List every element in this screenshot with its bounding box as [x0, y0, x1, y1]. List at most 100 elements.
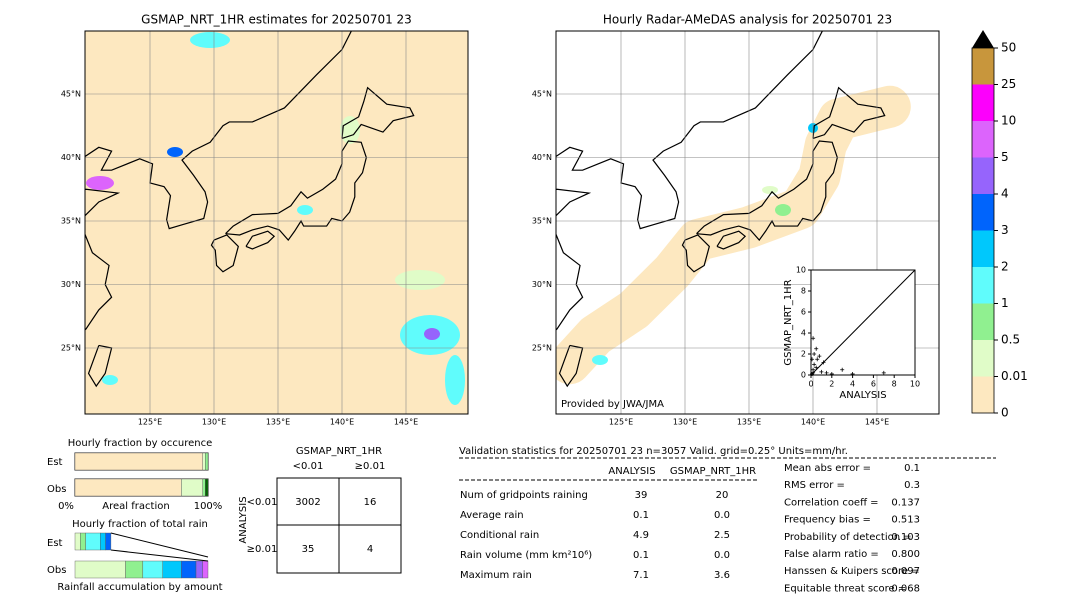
- stat-value: 0.0: [714, 510, 730, 521]
- score-value: 0.068: [891, 583, 920, 594]
- scatter-point: [850, 371, 855, 376]
- colorbar-segment: [972, 230, 994, 267]
- rain-area: [167, 147, 183, 157]
- fraction-segment: [202, 478, 206, 497]
- fraction-segment: [142, 560, 163, 579]
- coastline: [812, 86, 886, 140]
- fraction-segment: [80, 532, 86, 551]
- stat-value: 0.1: [633, 550, 649, 561]
- fraction-segment: [125, 560, 144, 579]
- coastline: [87, 344, 113, 388]
- fraction-segment: [74, 478, 182, 497]
- row-label: Obs: [47, 484, 66, 495]
- chart-title: Hourly fraction by occurence: [68, 438, 212, 449]
- fraction-segment: [202, 560, 209, 579]
- map-credit: Provided by JWA/JMA: [561, 399, 664, 410]
- rain-area: [86, 176, 114, 190]
- lat-label: 25°N: [61, 344, 81, 353]
- colorbar-segment: [972, 84, 994, 121]
- table-cell: 4: [367, 544, 373, 555]
- table-cell: 3002: [295, 497, 320, 508]
- colorbar-segment: [972, 376, 994, 413]
- rain-area: [762, 186, 778, 194]
- stat-label: Rain volume (mm km²10⁶): [460, 550, 592, 561]
- row-label: Est: [47, 538, 63, 549]
- lon-label: 140°E: [330, 418, 354, 427]
- scatter-point: [812, 362, 817, 367]
- scatter-point: [821, 360, 826, 365]
- colorbar-label: 25: [1001, 77, 1016, 91]
- colorbar-label: 2: [1001, 260, 1009, 274]
- scatter-point: [811, 370, 816, 375]
- score-value: 0.103: [891, 532, 920, 543]
- fraction-segment: [100, 532, 106, 551]
- row-label: Obs: [47, 565, 66, 576]
- lat-label: 40°N: [61, 153, 81, 162]
- fraction-segment: [105, 532, 112, 551]
- coastline: [556, 31, 824, 230]
- connector: [110, 549, 209, 562]
- scatter-point: [881, 370, 886, 375]
- coastline: [696, 140, 838, 242]
- colorbar-segment: [972, 194, 994, 231]
- lon-label: 135°E: [737, 418, 761, 427]
- fraction-segment: [205, 478, 209, 497]
- coastline: [225, 140, 367, 242]
- scatter-point: [817, 354, 822, 359]
- map-frame: [84, 30, 469, 415]
- stat-label: Average rain: [460, 510, 524, 521]
- scatter-point: [812, 352, 817, 356]
- colorbar-label: 50: [1001, 41, 1016, 55]
- x-axis-label: ANALYSIS: [839, 390, 886, 401]
- stat-value: 3.6: [714, 570, 730, 581]
- score-label: Frequency bias =: [784, 515, 871, 526]
- rain-area: [445, 355, 465, 405]
- validation-header: Validation statistics for 20250701 23 n=…: [459, 446, 848, 457]
- lat-label: 25°N: [532, 344, 552, 353]
- table-cell: 35: [302, 544, 315, 555]
- stat-value: 2.5: [714, 530, 730, 541]
- y-axis-label: GSMAP_NRT_1HR: [783, 279, 794, 365]
- coastline: [210, 234, 239, 273]
- map-body: [85, 31, 468, 414]
- fraction-segment: [195, 560, 203, 579]
- score-label: Correlation coeff =: [784, 497, 879, 508]
- score-value: 0.137: [891, 497, 920, 508]
- score-label: Equitable threat score =: [784, 583, 906, 594]
- rain-area: [102, 375, 118, 385]
- colorbar-label: 4: [1001, 187, 1009, 201]
- colorbar-segment: [972, 121, 994, 158]
- fraction-segment: [181, 478, 203, 497]
- y-tick-label: 6: [801, 308, 806, 317]
- colorbar-segment: [972, 303, 994, 340]
- score-value: 0.513: [891, 515, 920, 526]
- colorbar-label: 1: [1001, 296, 1009, 310]
- lon-label: 135°E: [266, 418, 290, 427]
- scatter-point: [819, 369, 824, 374]
- scatter-point: [829, 371, 834, 376]
- axis-label: Rainfall accumulation by amount: [57, 582, 222, 593]
- stat-value: 0.1: [633, 510, 649, 521]
- scatter-point: [815, 357, 820, 362]
- colorbar-label: 0.5: [1001, 333, 1020, 347]
- lon-label: 140°E: [801, 418, 825, 427]
- chart-title: Hourly fraction of total rain: [72, 519, 208, 530]
- score-label: Hanssen & Kuipers score =: [784, 566, 920, 577]
- scatter-point: [814, 346, 819, 351]
- lat-label: 45°N: [61, 90, 81, 99]
- coastline: [85, 31, 353, 230]
- colorbar-segment: [972, 48, 994, 85]
- x-tick-label: 10: [910, 380, 920, 389]
- lat-label: 35°N: [532, 217, 552, 226]
- scatter-point: [814, 365, 819, 370]
- axis-label: 100%: [194, 501, 223, 512]
- lon-label: 125°E: [138, 418, 162, 427]
- fraction-segment: [202, 452, 206, 471]
- fraction-segment: [74, 560, 126, 579]
- colorbar-label: 5: [1001, 150, 1009, 164]
- colorbar-extend: [972, 30, 994, 48]
- col-label: ≥0.01: [355, 461, 386, 472]
- rain-area: [592, 355, 608, 365]
- row-title: ANALYSIS: [238, 496, 249, 543]
